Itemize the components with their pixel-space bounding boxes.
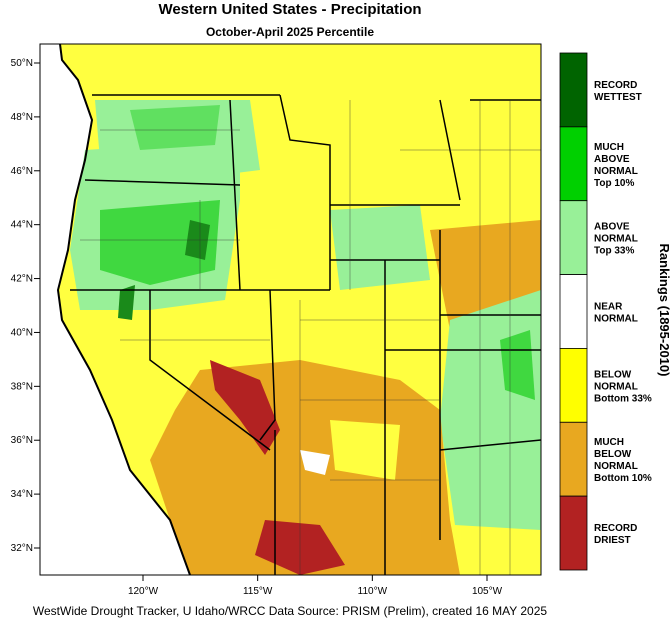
- lat-tick-label: 42°N: [11, 274, 33, 285]
- footer: WestWide Drought Tracker, U Idaho/WRCC D…: [33, 604, 548, 618]
- lat-tick-label: 48°N: [11, 112, 33, 123]
- lat-tick-label: 36°N: [11, 435, 33, 446]
- legend-label: DRIEST: [594, 535, 631, 546]
- lat-tick-label: 34°N: [11, 489, 33, 500]
- legend-label: BELOW: [594, 369, 632, 380]
- legend-label: Bottom 10%: [594, 473, 652, 484]
- legend-swatch: [559, 126, 588, 202]
- legend-label: Top 33%: [594, 246, 634, 257]
- legend-label: WETTEST: [594, 92, 642, 103]
- subtitle: October-April 2025 Percentile: [206, 25, 374, 39]
- legend-swatch: [559, 348, 588, 423]
- lat-tick-label: 40°N: [11, 327, 33, 338]
- legend-swatch: [559, 52, 588, 128]
- legend-label: MUCH: [594, 437, 624, 448]
- legend-swatch: [559, 495, 588, 571]
- legend-swatch: [559, 274, 588, 349]
- lon-tick-label: 115°W: [243, 586, 273, 597]
- map: 50°N 48°N 46°N 44°N 42°N 40°N 38°N 36°N 34°N 32°N…: [11, 43, 542, 597]
- legend-swatch: [559, 200, 588, 275]
- lat-tick-label: 46°N: [11, 166, 33, 177]
- legend-label: NORMAL: [594, 461, 638, 472]
- lat-tick-label: 50°N: [11, 58, 33, 69]
- legend-swatch: [559, 421, 588, 497]
- lon-tick-label: 110°W: [358, 586, 388, 597]
- legend-label: Bottom 33%: [594, 393, 652, 404]
- legend-label: NORMAL: [594, 234, 638, 245]
- legend-label: NORMAL: [594, 381, 638, 392]
- legend-title: Rankings (1895-2010): [657, 244, 671, 377]
- legend-label: ABOVE: [594, 154, 630, 165]
- legend-label: MUCH: [594, 142, 624, 153]
- legend-label: ABOVE: [594, 222, 630, 233]
- title: Western United States - Precipitation: [158, 1, 421, 18]
- legend-label: BELOW: [594, 449, 632, 460]
- lat-tick-label: 44°N: [11, 220, 33, 231]
- legend-label: NORMAL: [594, 314, 638, 325]
- lon-tick-label: 105°W: [472, 586, 503, 597]
- legend-label: Top 10%: [594, 178, 634, 189]
- lat-tick-label: 32°N: [11, 543, 33, 554]
- legend-label: NORMAL: [594, 166, 638, 177]
- lat-tick-label: 38°N: [11, 381, 33, 392]
- legend-label: RECORD: [594, 80, 637, 91]
- legend-label: NEAR: [594, 302, 623, 313]
- lon-tick-label: 120°W: [128, 586, 159, 597]
- legend-label: RECORD: [594, 523, 637, 534]
